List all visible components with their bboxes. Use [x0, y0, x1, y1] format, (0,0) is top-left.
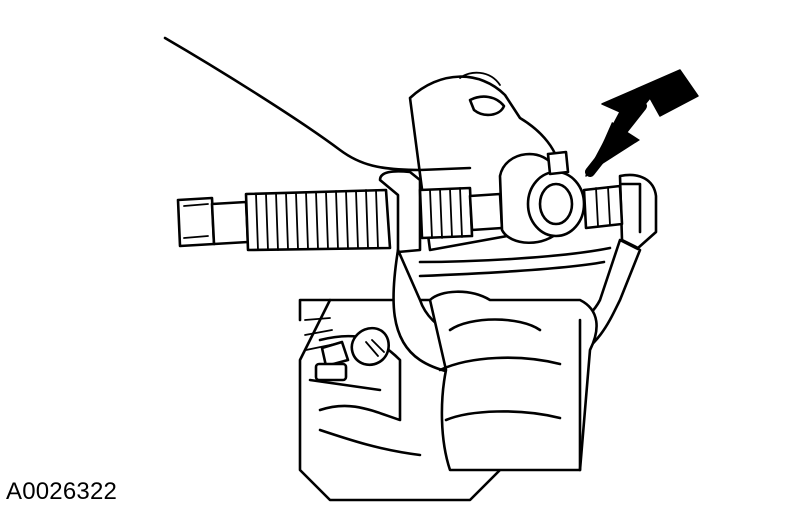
callout-arrow-icon [585, 69, 699, 177]
ball-joint [498, 150, 624, 244]
figure-id-label: A0026322 [6, 478, 118, 505]
screw-threads [255, 189, 379, 251]
steering-arm [428, 290, 598, 472]
forcing-screw [176, 186, 504, 252]
brake-line [163, 36, 472, 172]
adjuster-bolt [314, 326, 390, 382]
